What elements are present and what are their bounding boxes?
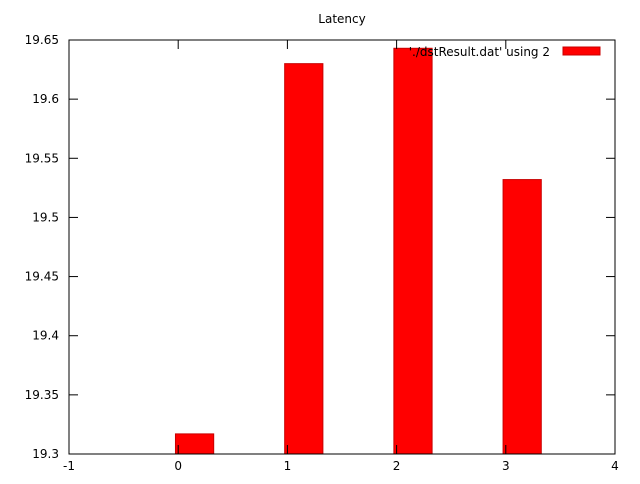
xtick-label-4: 3 bbox=[502, 459, 510, 473]
ticks-layer: 19.3 19.35 19.4 19.45 19.5 19.55 19.6 19.65 -1 0 1… bbox=[25, 33, 619, 473]
bar-2 bbox=[393, 47, 433, 455]
ytick-label-3: 19.45 bbox=[25, 270, 59, 284]
bar-1 bbox=[284, 63, 324, 455]
ytick-label-2: 19.4 bbox=[32, 329, 59, 343]
xtick-label-2: 1 bbox=[284, 459, 292, 473]
legend: './dstResult.dat' using 2 bbox=[409, 45, 601, 59]
xtick-label-0: -1 bbox=[63, 459, 75, 473]
ytick-label-1: 19.35 bbox=[25, 388, 59, 402]
bar-0 bbox=[174, 433, 215, 455]
legend-swatch bbox=[562, 46, 601, 56]
ytick-label-0: 19.3 bbox=[32, 447, 59, 461]
bars-layer bbox=[174, 47, 542, 455]
bar-3 bbox=[502, 179, 542, 455]
xtick-label-1: 0 bbox=[174, 459, 182, 473]
plot-frame bbox=[68, 39, 616, 455]
xtick-label-3: 2 bbox=[393, 459, 401, 473]
ytick-label-5: 19.55 bbox=[25, 151, 59, 165]
ytick-label-6: 19.6 bbox=[32, 92, 59, 106]
ytick-label-4: 19.5 bbox=[32, 210, 59, 224]
legend-label: './dstResult.dat' using 2 bbox=[409, 45, 550, 59]
xtick-label-5: 4 bbox=[611, 459, 619, 473]
chart-title: Latency bbox=[318, 12, 365, 26]
ytick-label-7: 19.65 bbox=[25, 33, 59, 47]
